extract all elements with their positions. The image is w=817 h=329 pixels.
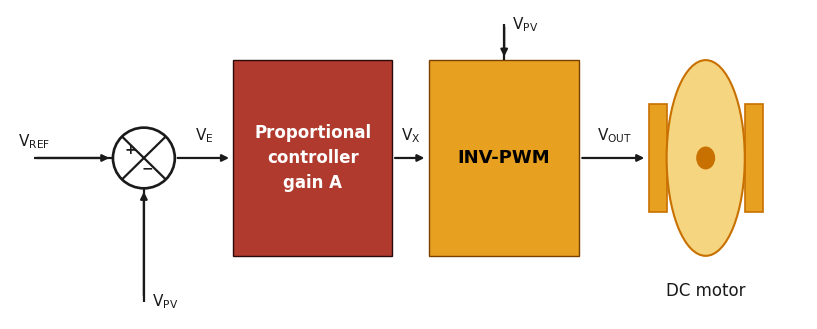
Bar xyxy=(234,60,392,256)
Text: V$_{\mathregular{PV}}$: V$_{\mathregular{PV}}$ xyxy=(152,292,178,311)
Text: DC motor: DC motor xyxy=(666,282,745,300)
Text: V$_{\mathregular{E}}$: V$_{\mathregular{E}}$ xyxy=(195,126,213,145)
Text: −: − xyxy=(141,162,153,176)
Ellipse shape xyxy=(113,128,175,188)
Ellipse shape xyxy=(697,147,715,169)
Text: Proportional
controller
gain A: Proportional controller gain A xyxy=(254,124,372,192)
Bar xyxy=(429,60,579,256)
Text: V$_{\mathregular{X}}$: V$_{\mathregular{X}}$ xyxy=(401,126,420,145)
Text: +: + xyxy=(124,143,136,157)
Text: V$_{\mathregular{OUT}}$: V$_{\mathregular{OUT}}$ xyxy=(596,126,632,145)
Text: V$_{\mathregular{PV}}$: V$_{\mathregular{PV}}$ xyxy=(512,15,538,34)
Bar xyxy=(745,104,763,212)
Text: INV-PWM: INV-PWM xyxy=(458,149,551,167)
Text: V$_{\mathregular{REF}}$: V$_{\mathregular{REF}}$ xyxy=(18,133,50,151)
Bar xyxy=(649,104,667,212)
Ellipse shape xyxy=(667,60,745,256)
